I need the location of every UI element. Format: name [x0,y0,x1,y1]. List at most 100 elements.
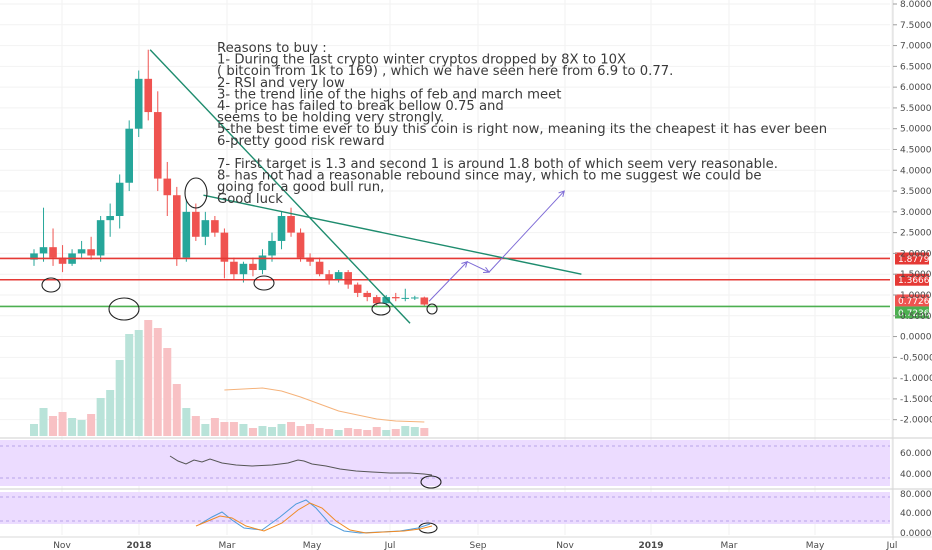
indicator-panels [0,437,932,524]
sketch-circle [371,302,391,316]
volume-bar [344,428,353,436]
horizontal-levels[interactable]: 1.8779 1.3666 0.7726 0.7236 [0,252,930,319]
price-badge [895,306,929,319]
time-tick-label: Nov [556,541,574,550]
annotation-line: 1- During the last crypto winter cryptos… [217,53,626,68]
candle-body [220,232,229,262]
price-tick-label: 3.0000 [900,208,932,218]
candle-body [30,253,38,260]
volume-bar [210,418,219,436]
candle-body [401,297,410,299]
rsi-line [169,455,433,476]
candle-body [249,263,257,271]
price-tick-label: 6.0000 [900,83,932,93]
time-tick-label: May [806,541,825,550]
price-tick-label: 6.5000 [900,62,932,72]
candle-body [363,292,371,298]
annotation-text[interactable]: Reasons to buy :1- During the last crypt… [217,41,827,207]
price-tick-label: 1.5000 [900,270,932,280]
candle-body [39,247,48,254]
volume-bar [363,430,372,436]
time-tick-label: Sep [470,541,487,550]
price-tick-label: 3.5000 [900,187,932,197]
volume-bar [334,430,343,436]
candle-body [211,220,219,233]
rsi-panel-bg [0,440,890,486]
volume-bar [248,428,257,436]
volume-bar [382,430,391,436]
volume-bar [315,428,324,436]
time-tick-label: 2019 [638,541,663,550]
volume-bar [134,330,143,436]
candle-body [334,272,343,281]
candle-body [49,247,57,258]
trendline-steep [149,49,411,324]
volume-bar [401,426,410,436]
candle-body [134,78,143,129]
time-tick-label: Mar [219,541,236,550]
time-tick-label: Jul [886,541,898,550]
volume-bar [77,420,86,436]
candle-body [411,297,419,299]
sketch-circle [41,277,61,293]
candle-body [115,182,124,216]
volume-bar [96,398,105,436]
candle-body [106,216,114,221]
candle-body [77,249,86,254]
volume-bar [277,424,286,436]
candle-body [296,232,305,258]
annotation-line: Good luck [217,192,283,207]
price-tick-label: 5.5000 [900,104,932,114]
candle-body [391,297,400,299]
projection-arrowhead [461,260,468,268]
volume-bar [144,320,153,436]
candle-body [96,220,105,256]
volume-bar [87,414,96,436]
stoch-d-line [195,502,433,534]
annotation-line: 3- the trend line of the highs of feb an… [217,87,561,102]
price-tick-label: 0.5000 [900,312,932,322]
candle-body [144,78,153,113]
indicator-lines [169,455,433,534]
sketch-circle [108,297,140,321]
volume-bar [163,348,172,436]
volume-bar [391,429,400,436]
volume-bar [106,390,115,436]
volume-bar [239,424,248,436]
annotation-line: 2- RSI and very low [217,76,345,91]
volume-bar [68,418,77,436]
price-tick-label: 2.5000 [900,229,932,239]
price-tick-label: 8.0000 [900,0,932,10]
annotation-line: 7- First target is 1.3 and second 1 is a… [217,157,778,172]
price-tick-label: -1.5000 [900,395,932,405]
price-tick-label: 7.0000 [900,42,932,52]
price-badge [895,273,929,286]
volume-bar [153,328,162,436]
price-badge-label: 0.7236 [898,309,930,319]
price-tick-label: 4.0000 [900,166,932,176]
annotation-line: 6-pretty good risk reward [217,134,385,149]
price-tick-label: 0.0000 [900,333,932,343]
volume-bar [115,360,124,436]
stoch-tick-label: 0.0000 [900,529,932,539]
volume-bar [296,426,305,436]
candle-body [268,240,276,256]
price-tick-label: 1.0000 [900,291,932,301]
volume-bar [39,408,48,436]
price-tick-label: -2.0000 [900,416,932,426]
volume-bar [201,424,210,436]
projection-arrowhead [558,190,565,197]
candle-body [58,257,67,264]
trend-drawings[interactable] [41,49,582,534]
volume-ma-line [224,387,425,423]
projection-arrowhead [483,266,490,273]
sketch-circle [420,475,442,489]
candle-body [201,220,210,237]
price-tick-label: 4.5000 [900,145,932,155]
price-badge-label: 1.8779 [898,255,930,265]
volume-bar [372,427,381,436]
volume-bar [420,428,429,436]
price-tick-label: 2.0000 [900,249,932,259]
